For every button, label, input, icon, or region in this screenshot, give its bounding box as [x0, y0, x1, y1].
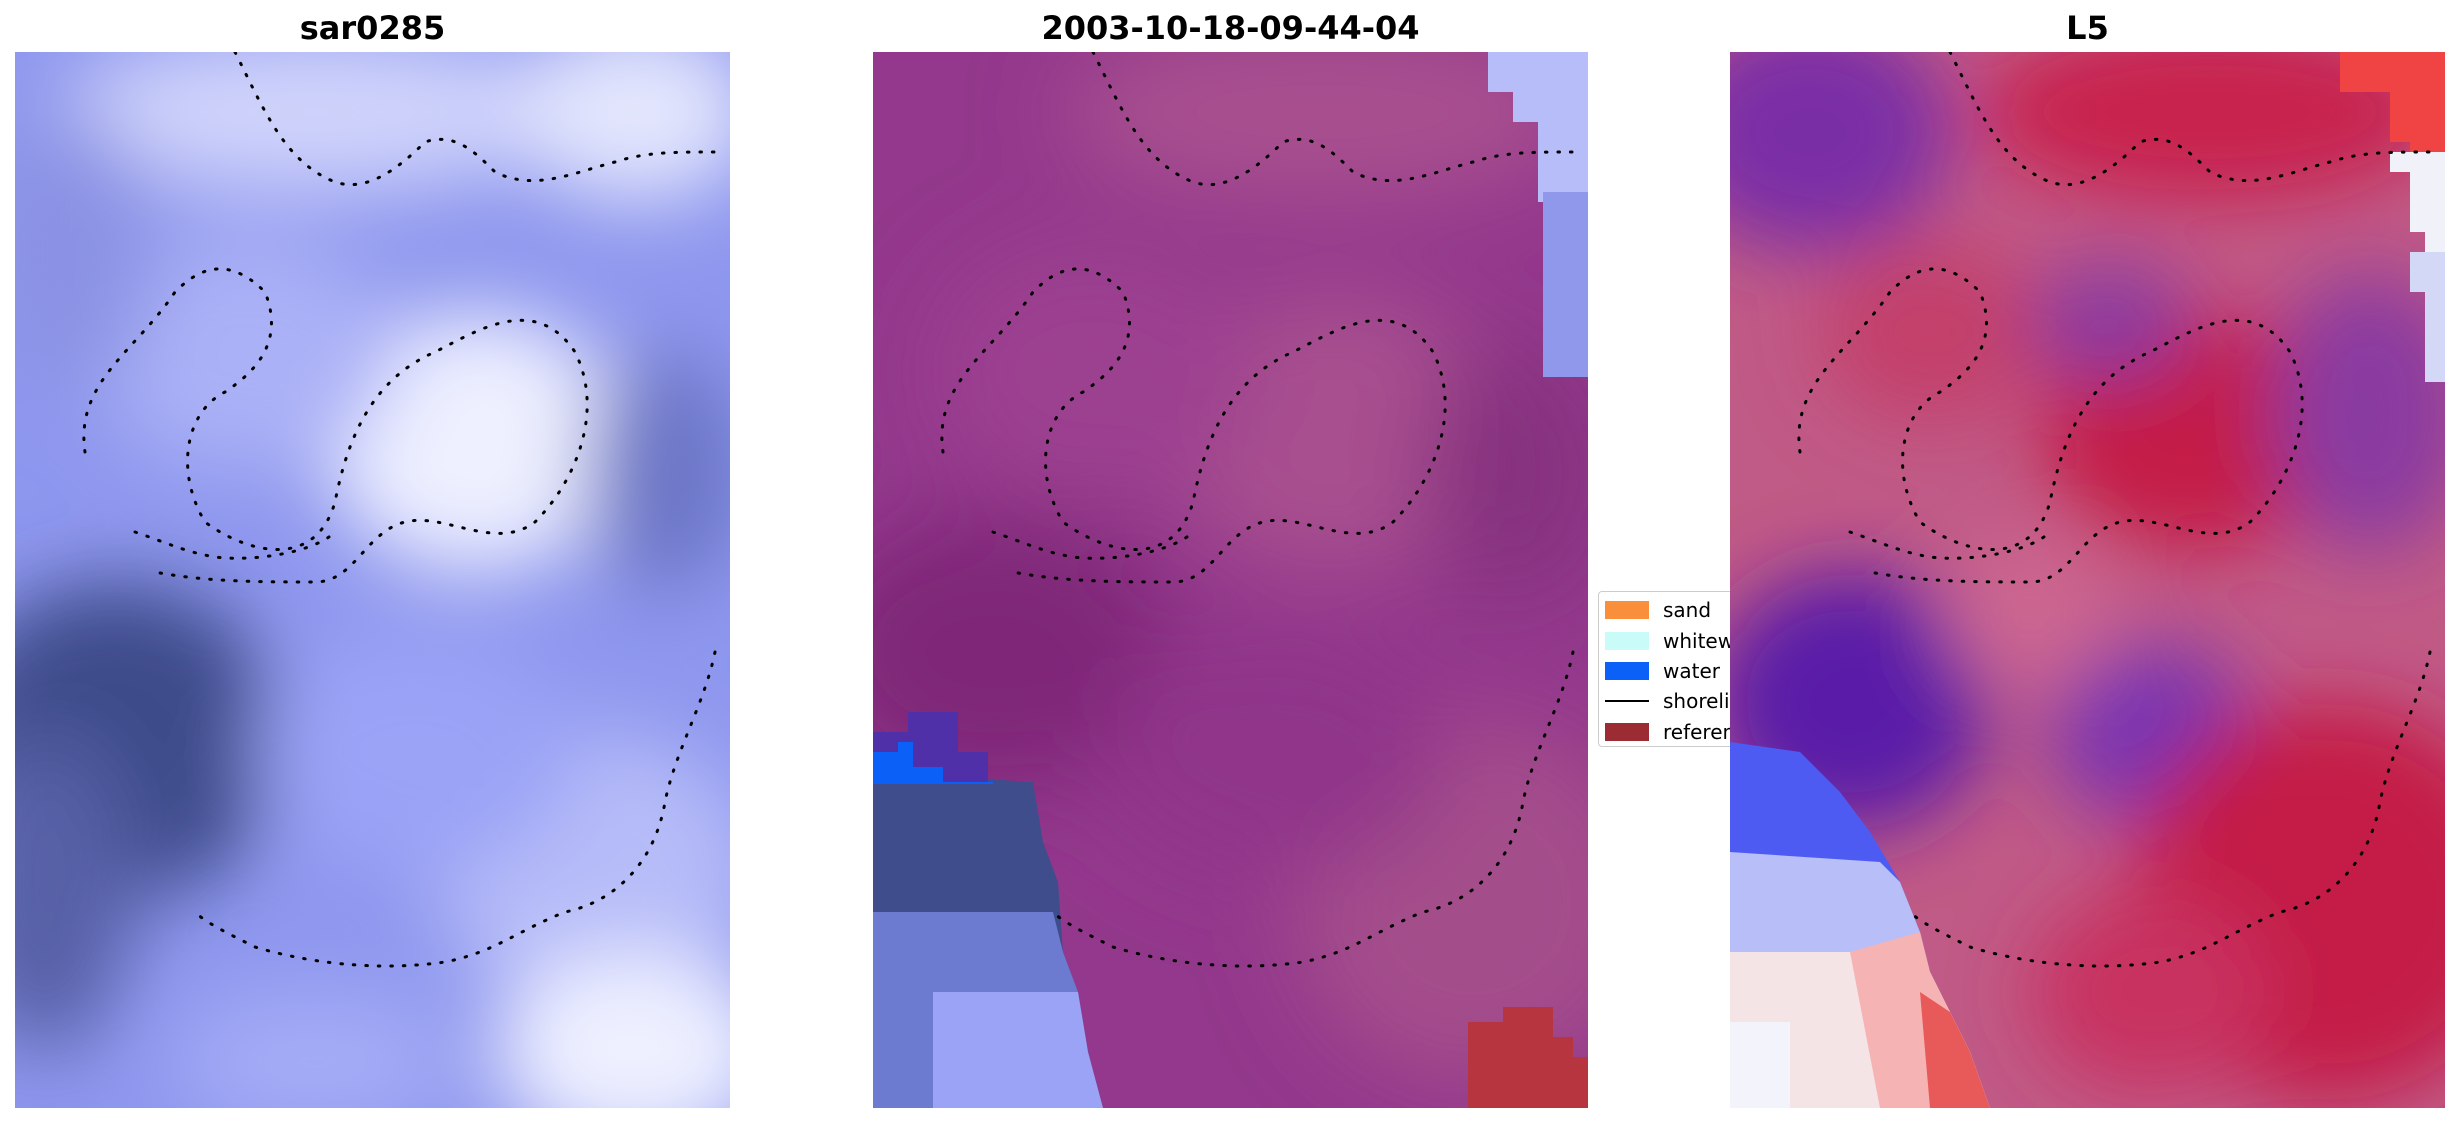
legend-line-shoreline: [1605, 700, 1649, 703]
legend-item-reference: reference: [1605, 717, 1737, 746]
sar-image: [15, 52, 730, 1108]
legend-item-whitewater: whitewater: [1605, 625, 1737, 655]
legend-label-sand: sand: [1663, 598, 1712, 623]
legend-item-shoreline: shoreline: [1605, 686, 1737, 716]
legend: sand whitewater water shoreline referenc…: [1598, 591, 1738, 747]
panel-classification: [873, 52, 1588, 1108]
legend-swatch-whitewater: [1605, 631, 1649, 650]
legend-label-whitewater: whitewater: [1663, 628, 1737, 653]
panel-title-sar: sar0285: [299, 9, 446, 47]
legend-swatch-reference: [1605, 722, 1649, 741]
panel-l5: [1730, 52, 2445, 1108]
legend-swatch-sand: [1605, 601, 1649, 620]
panel-sar0285: [15, 52, 730, 1108]
shoreline-dots: [940, 52, 1575, 968]
legend-label-water: water: [1663, 658, 1720, 683]
classification-image: [873, 52, 1588, 1108]
legend-swatch-water: [1605, 661, 1649, 680]
legend-item-water: water: [1605, 656, 1737, 686]
legend-item-sand: sand: [1605, 595, 1737, 625]
panel-title-classification: 2003-10-18-09-44-04: [1041, 9, 1420, 47]
legend-label-shoreline: shoreline: [1663, 689, 1737, 714]
region-reference: [1468, 1007, 1588, 1108]
shoreline-dots: [82, 52, 717, 968]
panel-title-l5: L5: [2066, 9, 2109, 47]
shoreline-dots: [1797, 52, 2432, 968]
legend-label-reference: reference: [1663, 719, 1737, 744]
l5-image: [1730, 52, 2445, 1108]
